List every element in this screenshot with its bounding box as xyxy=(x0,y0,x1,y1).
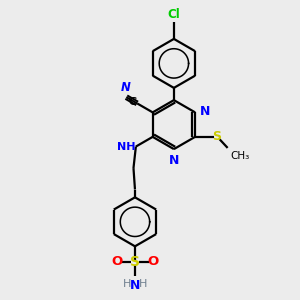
Text: N: N xyxy=(121,81,130,94)
Text: H: H xyxy=(139,279,148,289)
Text: NH: NH xyxy=(117,142,135,152)
Text: N: N xyxy=(130,279,140,292)
Text: H: H xyxy=(122,279,131,289)
Text: C: C xyxy=(128,97,136,107)
Text: Cl: Cl xyxy=(167,8,180,21)
Text: O: O xyxy=(111,255,123,268)
Text: O: O xyxy=(147,255,158,268)
Text: S: S xyxy=(130,255,140,269)
Text: CH₃: CH₃ xyxy=(231,151,250,161)
Text: N: N xyxy=(169,154,179,167)
Text: S: S xyxy=(212,130,221,143)
Text: N: N xyxy=(200,105,210,118)
